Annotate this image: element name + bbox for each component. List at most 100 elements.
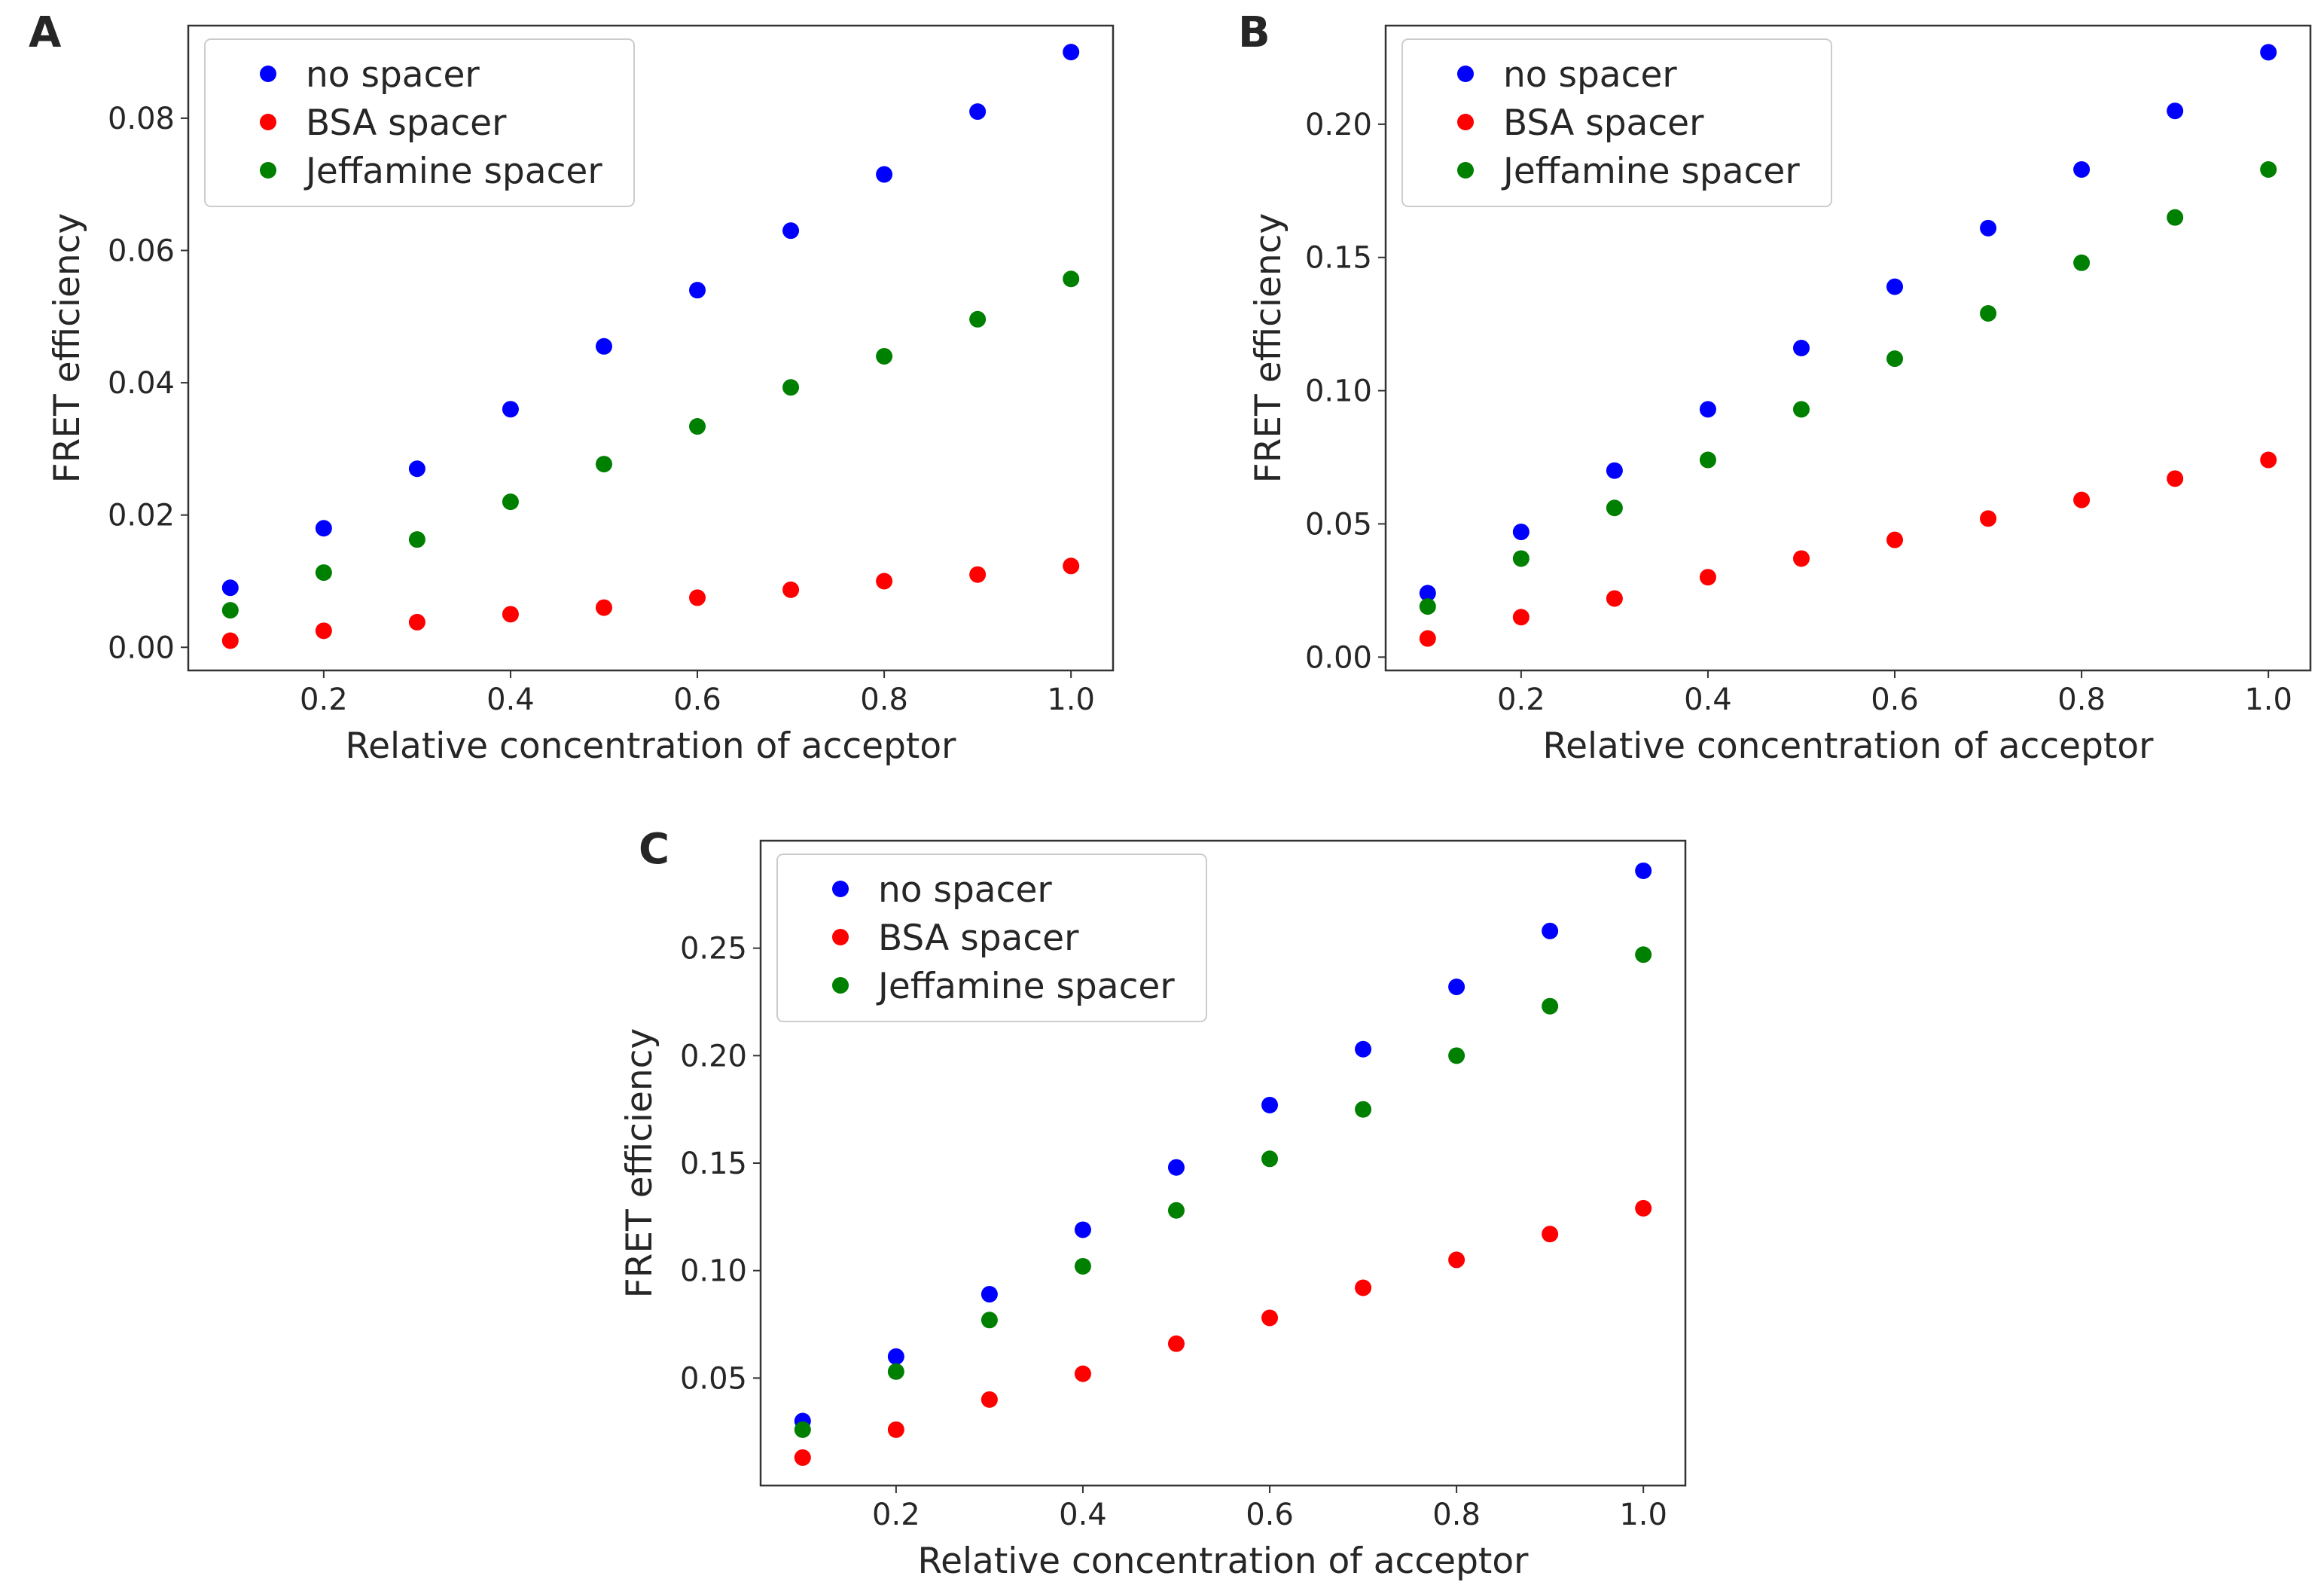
data-point-no-spacer	[1792, 340, 1810, 356]
data-point-no-spacer	[221, 579, 239, 597]
x-tick-label: 0.4	[1059, 1498, 1107, 1532]
legend-marker	[260, 66, 276, 82]
data-point-bsa-spacer	[1606, 590, 1623, 607]
y-tick-label: 0.04	[108, 366, 175, 401]
data-point-no-spacer	[782, 222, 800, 240]
data-point-no-spacer	[1074, 1221, 1091, 1238]
y-tick-label: 0.20	[680, 1039, 747, 1073]
y-axis-label: FRET efficiency	[619, 1028, 660, 1299]
data-point-bsa-spacer	[408, 613, 425, 631]
x-axis-label: Relative concentration of acceptor	[918, 1541, 1530, 1582]
legend-box	[1401, 38, 1832, 207]
data-point-jeffamine-spacer	[794, 1421, 811, 1438]
data-point-no-spacer	[1635, 862, 1652, 879]
x-tick-label: 0.2	[1497, 683, 1545, 717]
data-point-bsa-spacer	[794, 1449, 811, 1466]
data-point-bsa-spacer	[1419, 630, 1436, 647]
y-tick-label: 0.06	[108, 234, 175, 269]
data-point-bsa-spacer	[595, 599, 612, 616]
data-point-jeffamine-spacer	[887, 1363, 904, 1380]
y-tick-label: 0.08	[108, 102, 175, 136]
data-point-jeffamine-spacer	[408, 531, 425, 548]
data-point-jeffamine-spacer	[981, 1312, 998, 1329]
y-tick-label: 0.00	[1305, 640, 1372, 675]
data-point-bsa-spacer	[1512, 609, 1530, 626]
panel-letter: A	[29, 8, 62, 57]
data-point-jeffamine-spacer	[1886, 350, 1904, 368]
x-axis-label: Relative concentration of acceptor	[1543, 725, 2155, 767]
y-tick-label: 0.15	[1305, 241, 1372, 276]
data-point-bsa-spacer	[1063, 557, 1080, 575]
legend-marker	[1457, 162, 1474, 179]
data-point-no-spacer	[2260, 44, 2277, 61]
data-point-bsa-spacer	[1074, 1365, 1091, 1382]
y-tick-label: 0.10	[1305, 374, 1372, 409]
legend-label: Jeffamine spacer	[1501, 151, 1800, 192]
data-point-jeffamine-spacer	[2167, 209, 2184, 226]
legend-marker	[832, 881, 849, 897]
y-tick-label: 0.25	[680, 932, 747, 967]
x-tick-label: 0.8	[860, 683, 908, 717]
legend-label: BSA spacer	[878, 918, 1079, 959]
data-point-bsa-spacer	[2167, 470, 2184, 487]
data-point-bsa-spacer	[1699, 569, 1716, 586]
data-point-no-spacer	[315, 520, 332, 537]
panel-letter: C	[639, 825, 669, 874]
data-point-jeffamine-spacer	[969, 310, 987, 328]
data-point-no-spacer	[2167, 102, 2184, 120]
data-point-no-spacer	[1063, 44, 1080, 61]
data-point-no-spacer	[408, 460, 425, 478]
legend-box	[204, 38, 635, 207]
plot-frame	[1384, 24, 2312, 672]
data-point-no-spacer	[1512, 524, 1530, 541]
data-point-no-spacer	[1606, 462, 1623, 479]
y-axis-label: FRET efficiency	[47, 213, 88, 484]
plot-frame	[759, 839, 1687, 1487]
x-tick-label: 0.2	[872, 1498, 920, 1532]
y-axis-label: FRET efficiency	[1248, 213, 1289, 484]
legend-marker	[260, 114, 276, 130]
legend-label: no spacer	[1503, 54, 1677, 96]
data-point-jeffamine-spacer	[502, 493, 519, 511]
y-tick-label: 0.05	[680, 1361, 747, 1396]
data-point-bsa-spacer	[782, 581, 800, 598]
y-tick-label: 0.20	[1305, 108, 1372, 142]
data-point-bsa-spacer	[981, 1391, 998, 1408]
data-point-bsa-spacer	[502, 606, 519, 623]
data-point-jeffamine-spacer	[1261, 1150, 1279, 1168]
data-point-bsa-spacer	[1355, 1279, 1372, 1296]
data-point-no-spacer	[981, 1286, 998, 1303]
x-tick-label: 1.0	[1619, 1498, 1667, 1532]
data-point-bsa-spacer	[1792, 550, 1810, 567]
data-point-no-spacer	[1419, 585, 1436, 602]
data-point-jeffamine-spacer	[1448, 1047, 1465, 1064]
data-point-jeffamine-spacer	[1355, 1101, 1372, 1118]
data-point-jeffamine-spacer	[1074, 1257, 1091, 1275]
data-point-jeffamine-spacer	[2073, 254, 2091, 271]
data-point-jeffamine-spacer	[1419, 598, 1436, 615]
data-point-no-spacer	[1355, 1040, 1372, 1058]
data-point-jeffamine-spacer	[1980, 305, 1997, 322]
data-point-no-spacer	[689, 282, 706, 299]
x-tick-label: 0.4	[486, 683, 535, 717]
data-point-jeffamine-spacer	[1542, 997, 1559, 1015]
legend-marker	[1457, 66, 1474, 82]
x-tick-label: 1.0	[2244, 683, 2292, 717]
data-point-no-spacer	[595, 337, 612, 355]
data-point-bsa-spacer	[315, 622, 332, 640]
legend-label: Jeffamine spacer	[303, 151, 602, 192]
data-point-jeffamine-spacer	[1606, 499, 1623, 517]
data-point-jeffamine-spacer	[315, 564, 332, 582]
data-point-jeffamine-spacer	[221, 602, 239, 619]
data-point-bsa-spacer	[2260, 451, 2277, 469]
data-point-no-spacer	[1542, 922, 1559, 939]
data-point-no-spacer	[1261, 1096, 1279, 1113]
legend-label: no spacer	[878, 869, 1052, 911]
data-point-bsa-spacer	[1261, 1309, 1279, 1327]
data-point-no-spacer	[2073, 161, 2091, 179]
legend-marker	[832, 977, 849, 994]
data-point-jeffamine-spacer	[876, 347, 893, 365]
y-tick-label: 0.10	[680, 1254, 747, 1289]
x-tick-label: 0.8	[2057, 683, 2106, 717]
